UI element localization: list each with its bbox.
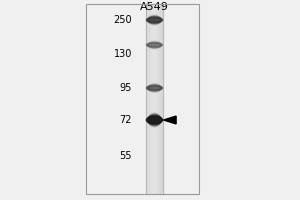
Text: A549: A549	[140, 2, 169, 12]
Ellipse shape	[147, 115, 162, 125]
Ellipse shape	[148, 16, 161, 24]
Text: 95: 95	[120, 83, 132, 93]
Ellipse shape	[146, 86, 163, 90]
Ellipse shape	[147, 17, 162, 23]
Ellipse shape	[148, 84, 161, 92]
Ellipse shape	[148, 15, 161, 25]
Text: 72: 72	[119, 115, 132, 125]
Text: 55: 55	[119, 151, 132, 161]
Ellipse shape	[148, 113, 160, 127]
Ellipse shape	[148, 114, 161, 126]
Text: 250: 250	[113, 15, 132, 25]
Ellipse shape	[148, 84, 161, 92]
Text: 130: 130	[114, 49, 132, 59]
Ellipse shape	[147, 116, 162, 124]
Ellipse shape	[147, 85, 162, 91]
Polygon shape	[164, 116, 176, 124]
Ellipse shape	[146, 117, 163, 123]
Ellipse shape	[147, 17, 162, 23]
Ellipse shape	[147, 42, 162, 48]
Ellipse shape	[147, 43, 162, 47]
Ellipse shape	[148, 41, 161, 49]
Ellipse shape	[147, 16, 162, 24]
Ellipse shape	[148, 42, 161, 48]
Ellipse shape	[146, 43, 163, 47]
Ellipse shape	[146, 18, 163, 22]
Ellipse shape	[148, 114, 161, 126]
Ellipse shape	[147, 116, 162, 124]
Ellipse shape	[147, 85, 162, 91]
Ellipse shape	[147, 86, 162, 90]
Bar	[86, 4, 199, 194]
Ellipse shape	[147, 42, 162, 48]
